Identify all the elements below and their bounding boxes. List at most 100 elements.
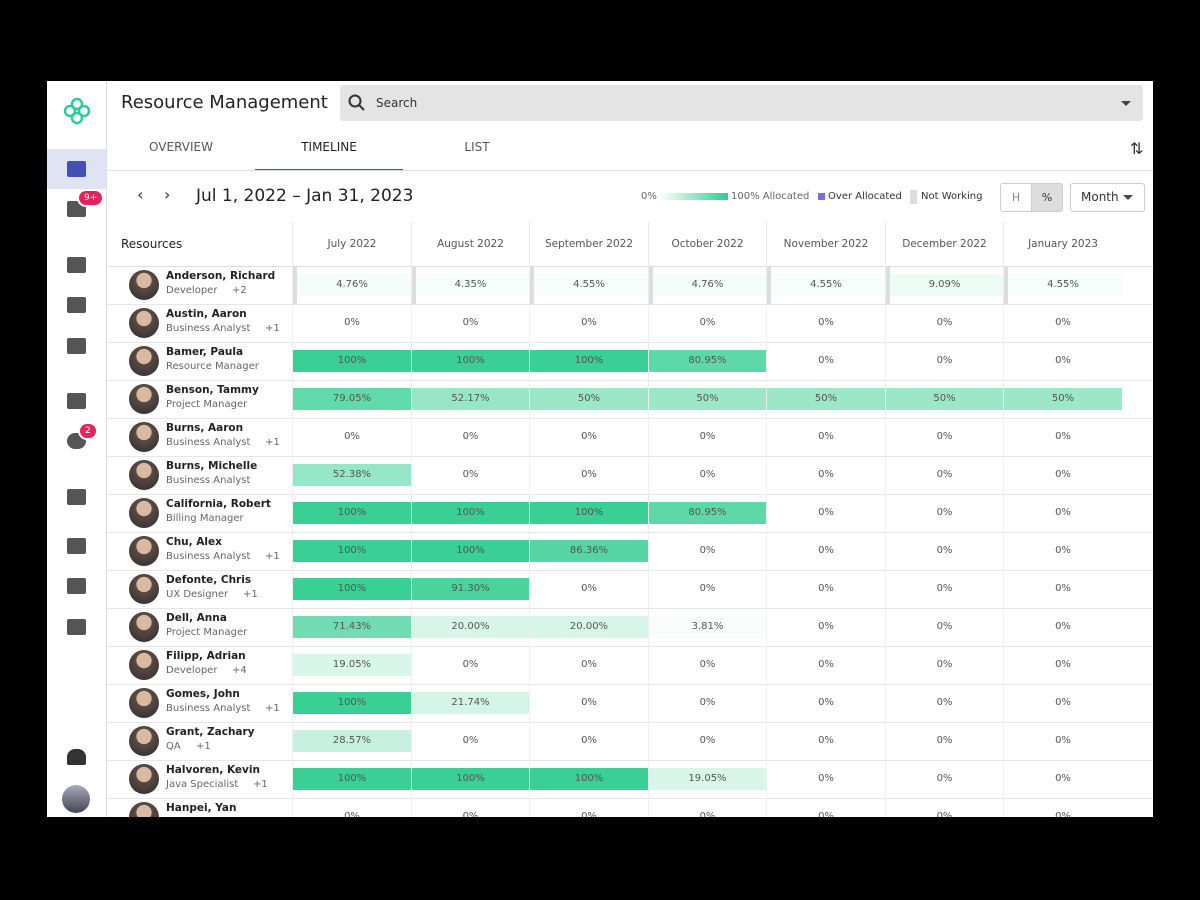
allocation-value: 0%: [581, 317, 597, 328]
app-title: Resource Management: [121, 92, 328, 113]
resource-role: Developer: [166, 665, 218, 676]
allocation-value: 0%: [462, 431, 479, 442]
unit-toggle[interactable]: H: [1000, 183, 1032, 212]
resource-row[interactable]: Benson, Tammy Project Manager 79.05% 52.17%…: [107, 380, 1153, 419]
allocation-cell: 0%: [647, 570, 767, 608]
resource-row[interactable]: Burns, Michelle Business Analyst 52.38% 0% 0…: [107, 456, 1153, 495]
search-placeholder: Search: [376, 96, 418, 110]
allocation-value: 0%: [699, 317, 716, 328]
allocation-value: 4.55%: [1047, 279, 1079, 290]
search-box[interactable]: Search: [340, 85, 1143, 121]
nav-icon[interactable]: [67, 338, 86, 354]
allocation-value: 79.05%: [332, 393, 372, 404]
resource-row[interactable]: California, Robert Billing Manager 100% 100…: [107, 494, 1153, 533]
resource-role: Business Analyst: [166, 703, 251, 714]
allocation-value: 0%: [581, 431, 597, 442]
resource-row[interactable]: Dell, Anna Project Manager 71.43% 20.00% 20.…: [107, 608, 1153, 647]
nav-icon[interactable]: [67, 578, 86, 594]
resource-row[interactable]: Filipp, Adrian Developer +4 19.05% 0% 0% 0% 0% 0…: [107, 646, 1153, 685]
resource-role: Java Specialist: [166, 779, 239, 790]
unit-toggle[interactable]: %: [1031, 183, 1063, 212]
allocation-value: 0%: [936, 507, 953, 518]
allocation-cell: 0%: [766, 418, 885, 456]
resource-name: Halvoren, Kevin: [166, 764, 260, 776]
allocation-bar: [411, 540, 530, 562]
tab[interactable]: TIMELINE: [255, 131, 403, 171]
resource-row[interactable]: Hanpei, Yan 0% 0% 0% 0% 0% 0% 0%: [107, 798, 1153, 817]
resource-name: Dell, Anna: [166, 612, 227, 624]
nav-icon[interactable]: [67, 161, 86, 177]
period-select[interactable]: Month: [1070, 183, 1145, 212]
resource-role: Project Manager: [166, 627, 248, 638]
allocation-cell: 0%: [1003, 646, 1122, 684]
tab[interactable]: OVERVIEW: [149, 140, 213, 154]
nav-icon[interactable]: [67, 619, 86, 635]
allocation-cell: 50%: [647, 380, 767, 418]
allocation-bar: [293, 730, 411, 752]
resource-name: Filipp, Adrian: [166, 650, 246, 662]
avatar: [129, 688, 159, 718]
avatar: [129, 384, 159, 414]
nav-icon[interactable]: [67, 257, 86, 273]
allocation-cell: 100%: [410, 494, 530, 532]
allocation-value: 0%: [818, 735, 834, 746]
resource-row[interactable]: Gomes, John Business Analyst +1 100% 21.74% 0…: [107, 684, 1153, 723]
sort-icon[interactable]: ⇅: [1130, 139, 1144, 158]
allocation-cell: 9.09%: [884, 266, 1004, 304]
avatar: [129, 764, 159, 794]
allocation-bar: [293, 388, 411, 410]
resource-role: Billing Manager: [166, 513, 244, 524]
resources-header: Resources: [121, 237, 183, 251]
allocation-value: 0%: [1055, 735, 1071, 746]
allocation-value: 100%: [574, 773, 604, 784]
resource-row[interactable]: Defonte, Chris UX Designer +1 100% 91.30% 0% 0…: [107, 570, 1153, 609]
allocation-bar: [411, 578, 530, 600]
resource-row[interactable]: Burns, Aaron Business Analyst +1 0% 0% 0% 0% 0%…: [107, 418, 1153, 457]
resource-row[interactable]: Chu, Alex Business Analyst +1 100% 100% 86.36…: [107, 532, 1153, 571]
nav-icon[interactable]: [67, 393, 86, 409]
logo: [63, 97, 91, 125]
allocation-cell: 91.30%: [410, 570, 530, 608]
search-icon: [348, 94, 365, 111]
allocation-cell: 0%: [529, 570, 648, 608]
allocation-value: 0%: [1055, 355, 1071, 366]
allocation-cell: 21.74%: [410, 684, 530, 722]
allocation-bar: [411, 350, 530, 372]
next-button[interactable]: ›: [164, 185, 171, 204]
nav-icon[interactable]: [67, 489, 86, 505]
resource-row[interactable]: Anderson, Richard Developer +2 4.76% 4.35% 4.…: [107, 266, 1153, 305]
resource-name: Benson, Tammy: [166, 384, 259, 396]
tab[interactable]: LIST: [464, 140, 490, 154]
allocation-bar: [293, 540, 411, 562]
allocation-bar: [411, 692, 530, 714]
nav-icon[interactable]: [67, 538, 86, 554]
allocation-value: 0%: [344, 431, 360, 442]
not-working-marker: [767, 266, 771, 304]
allocation-cell: 0%: [766, 722, 885, 760]
resource-row[interactable]: Grant, Zachary QA +1 28.57% 0% 0% 0% 0% 0% 0%: [107, 722, 1153, 761]
user-avatar[interactable]: [62, 785, 90, 813]
allocation-value: 0%: [1055, 431, 1071, 442]
allocation-cell: 0%: [1003, 570, 1122, 608]
allocation-value: 100%: [337, 355, 367, 366]
allocation-cell: 0%: [884, 418, 1004, 456]
allocation-bar: [293, 502, 411, 524]
resource-role: Resource Manager: [166, 361, 259, 372]
allocation-cell: 4.76%: [292, 266, 411, 304]
allocation-cell: 80.95%: [647, 494, 767, 532]
allocation-value: 0%: [818, 431, 834, 442]
allocation-value: 4.55%: [573, 279, 605, 290]
nav-icon[interactable]: [67, 297, 86, 313]
bell-icon[interactable]: [67, 749, 86, 765]
allocation-value: 100%: [337, 507, 367, 518]
extra-roles: +1: [196, 741, 211, 752]
prev-button[interactable]: ‹: [137, 185, 144, 204]
allocation-cell: 0%: [766, 684, 885, 722]
allocation-cell: 50%: [884, 380, 1004, 418]
allocation-bar: [1004, 274, 1122, 296]
resource-row[interactable]: Bamer, Paula Resource Manager 100% 100% 100%…: [107, 342, 1153, 381]
allocation-cell: 0%: [766, 760, 885, 798]
allocation-value: 0%: [344, 811, 360, 817]
resource-row[interactable]: Halvoren, Kevin Java Specialist +1 100% 100%…: [107, 760, 1153, 799]
resource-row[interactable]: Austin, Aaron Business Analyst +1 0% 0% 0% 0% 0…: [107, 304, 1153, 343]
